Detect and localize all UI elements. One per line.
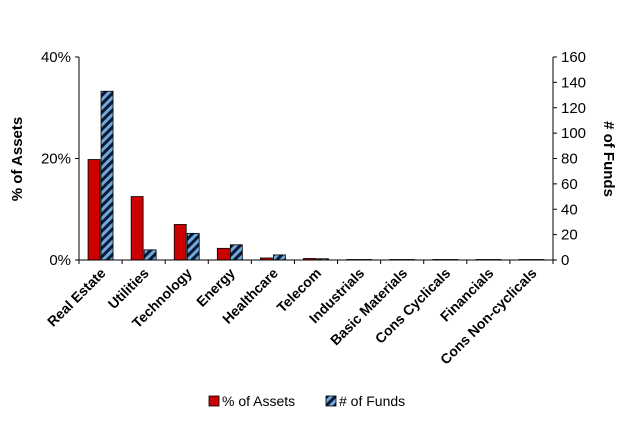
bar-funds bbox=[143, 249, 157, 261]
legend: % of Assets # of Funds bbox=[208, 393, 405, 409]
y-axis-right-title: # of Funds bbox=[600, 121, 617, 197]
y-right-tick-label: 140 bbox=[561, 74, 586, 91]
bar-assets bbox=[130, 196, 144, 261]
x-tick-label: Real Estate bbox=[44, 265, 109, 330]
y-axis-left-title: % of Assets bbox=[9, 117, 26, 201]
x-tick-label: Basic Materials bbox=[327, 265, 411, 349]
bar-funds bbox=[273, 254, 286, 261]
bar-assets bbox=[216, 247, 230, 261]
plot-area: 0% 20% 40% 0 20 40 60 80 100 120 140 160 Real Estate… bbox=[41, 49, 586, 367]
legend-swatch-assets bbox=[208, 395, 220, 407]
legend-label-funds: # of Funds bbox=[339, 393, 405, 409]
x-tick-label: Cons Cyclicals bbox=[372, 265, 454, 347]
y-left-tick-label: 40% bbox=[41, 49, 71, 66]
legend-swatch-funds bbox=[325, 395, 337, 407]
y-right-tick-label: 120 bbox=[561, 100, 586, 117]
bar-funds bbox=[100, 90, 114, 261]
bar-assets bbox=[173, 224, 187, 261]
y-right-tick-label: 80 bbox=[561, 151, 578, 168]
bar-assets bbox=[87, 159, 101, 261]
y-left-tick-label: 0% bbox=[49, 252, 71, 269]
y-right-tick-label: 160 bbox=[561, 49, 586, 66]
legend-label-assets: % of Assets bbox=[222, 393, 295, 409]
y-right-tick-label: 0 bbox=[561, 252, 569, 269]
y-right-tick-label: 60 bbox=[561, 176, 578, 193]
y-right-tick-label: 100 bbox=[561, 125, 586, 142]
y-right-tick-label: 20 bbox=[561, 227, 578, 244]
bar-funds bbox=[186, 232, 200, 261]
bar-funds bbox=[229, 244, 243, 261]
y-left-tick-label: 20% bbox=[41, 151, 71, 168]
y-right-tick-label: 40 bbox=[561, 201, 578, 218]
